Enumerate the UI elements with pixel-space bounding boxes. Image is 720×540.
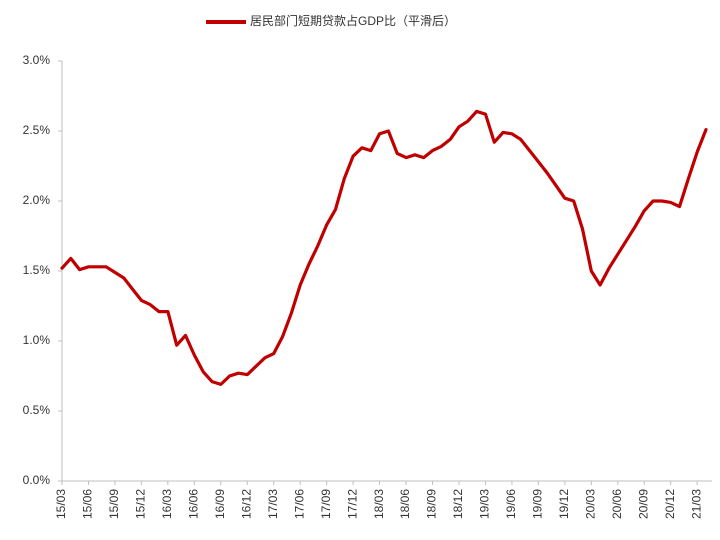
x-tick-label: 18/06 <box>398 489 412 519</box>
x-tick-label: 18/12 <box>451 489 465 519</box>
x-tick-label: 18/09 <box>425 489 439 519</box>
legend-label: 居民部门短期贷款占GDP比（平滑后） <box>250 13 456 28</box>
y-tick-label: 3.0% <box>23 53 51 67</box>
y-tick-label: 0.5% <box>23 403 51 417</box>
x-tick-label: 20/03 <box>583 489 597 519</box>
x-tick-label: 19/09 <box>531 489 545 519</box>
x-tick-label: 15/12 <box>134 489 148 519</box>
x-tick-label: 19/06 <box>504 489 518 519</box>
x-tick-label: 20/12 <box>663 489 677 519</box>
series-line <box>60 109 708 386</box>
y-tick-label: 2.5% <box>23 123 51 137</box>
y-tick-label: 2.0% <box>23 193 51 207</box>
x-tick-label: 17/09 <box>319 489 333 519</box>
x-tick-label: 16/06 <box>187 489 201 519</box>
x-tick-label: 17/03 <box>266 489 280 519</box>
x-tick-label: 16/03 <box>160 489 174 519</box>
x-tick-label: 19/12 <box>557 489 571 519</box>
x-tick-label: 16/09 <box>213 489 227 519</box>
x-tick-label: 16/12 <box>239 489 253 519</box>
x-tick-label: 20/06 <box>610 489 624 519</box>
x-tick-label: 17/06 <box>292 489 306 519</box>
x-tick-label: 15/06 <box>81 489 95 519</box>
y-tick-label: 1.0% <box>23 333 51 347</box>
x-tick-label: 17/12 <box>345 489 359 519</box>
y-tick-label: 1.5% <box>23 263 51 277</box>
x-tick-label: 20/09 <box>636 489 650 519</box>
x-tick-label: 19/03 <box>478 489 492 519</box>
y-tick-label: 0.0% <box>23 473 51 487</box>
x-tick-label: 15/03 <box>54 489 68 519</box>
x-tick-label: 21/03 <box>689 489 703 519</box>
x-tick-label: 15/09 <box>107 489 121 519</box>
x-tick-label: 18/03 <box>372 489 386 519</box>
